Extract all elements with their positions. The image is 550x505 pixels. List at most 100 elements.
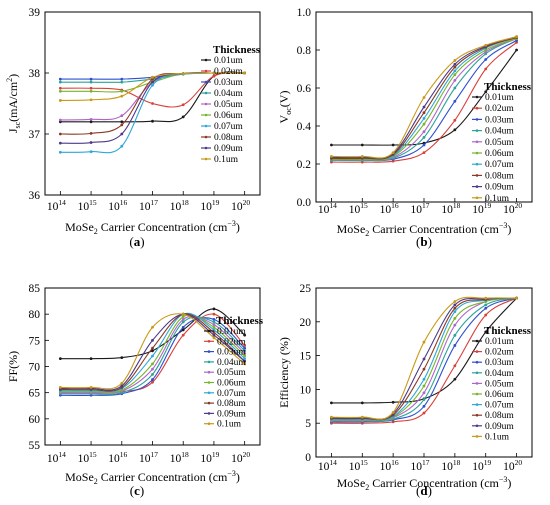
legend-entry: 0.05um <box>214 100 243 110</box>
legend-marker <box>475 129 479 132</box>
legend-marker <box>475 382 479 385</box>
data-point <box>120 80 124 84</box>
data-point <box>181 312 185 316</box>
data-point <box>422 357 426 361</box>
data-point <box>212 74 216 78</box>
legend-entry: 0.07um <box>214 122 243 132</box>
legend-entry: 0.08um <box>214 133 243 143</box>
data-point <box>422 130 426 134</box>
data-point <box>453 364 457 368</box>
x-tick-label: 1018 <box>170 450 189 465</box>
legend-entry: 0.01um <box>485 93 514 103</box>
y-tick-label: 10 <box>300 384 312 396</box>
data-point <box>243 71 247 75</box>
legend-marker <box>207 401 211 405</box>
legend-marker <box>204 135 208 139</box>
data-point <box>212 336 216 340</box>
data-point <box>89 80 93 84</box>
chart-panel-b: 0.0 0.2 0.4 0.6 0.8 1.0 1014 1015 1016 1017 1018 10… <box>277 7 533 249</box>
legend-marker <box>475 360 479 364</box>
data-point <box>484 313 488 317</box>
data-point <box>330 155 333 158</box>
data-point <box>422 111 426 115</box>
y-tick-label: 0.0 <box>297 197 312 209</box>
legend-marker <box>204 102 208 106</box>
x-tick-label: 1019 <box>200 198 219 213</box>
data-point <box>58 86 62 90</box>
data-point <box>453 128 457 132</box>
data-point <box>484 303 488 307</box>
legend-entry: 0.07um <box>485 401 514 411</box>
legend-marker <box>207 350 211 353</box>
x-tick-label: 1017 <box>139 450 158 465</box>
y-tick-label: 65 <box>29 388 41 400</box>
y-tick-label: 0 <box>305 452 311 464</box>
data-point <box>243 359 247 363</box>
y-tick-label: 25 <box>300 283 312 295</box>
y-axis-label: Voc(V) <box>277 91 293 124</box>
data-point <box>453 323 457 327</box>
data-point <box>515 35 518 39</box>
x-tick-label: 1014 <box>318 201 337 216</box>
legend-marker <box>207 340 211 343</box>
legend-marker <box>207 360 211 364</box>
legend-entry: 0.08um <box>485 171 514 181</box>
chart-panel-a: 36 37 38 39 1014 1015 1016 1017 1018 1019 1020 MoSe… <box>5 7 261 249</box>
data-point <box>181 328 185 332</box>
legend-marker <box>204 80 208 84</box>
legend-marker <box>207 381 211 384</box>
data-point <box>151 367 154 371</box>
data-point <box>484 306 488 310</box>
y-tick-label: 37 <box>29 129 41 141</box>
data-point <box>89 386 93 389</box>
data-point <box>422 122 426 126</box>
data-point <box>120 384 124 388</box>
legend-marker <box>204 124 208 128</box>
x-axis-label: MoSe2 Carrier Concentration (cm−3) <box>337 221 512 238</box>
data-point <box>151 362 154 366</box>
data-point <box>453 79 457 82</box>
data-point <box>89 77 93 81</box>
data-point <box>89 150 93 154</box>
legend-entry: 0.05um <box>217 368 246 378</box>
y-tick-label: 80 <box>29 309 41 321</box>
legend-entry: 0.02um <box>485 104 514 114</box>
panel-caption: (b) <box>416 234 432 249</box>
y-tick-label: 55 <box>29 440 41 452</box>
data-point <box>453 306 457 310</box>
data-point <box>422 143 426 147</box>
x-tick-label: 1018 <box>170 198 189 213</box>
data-point <box>151 349 154 353</box>
y-tick-label: 5 <box>305 418 311 430</box>
legend: Thickness0.01um0.02um0.03um0.04um0.05um0… <box>204 315 264 430</box>
y-tick-label: 38 <box>29 68 41 80</box>
y-tick-label: 75 <box>29 335 41 347</box>
panel-caption: (d) <box>416 483 432 498</box>
y-tick-label: 0.6 <box>297 83 312 95</box>
legend-entry: 0.03um <box>485 358 514 368</box>
legend-marker <box>475 106 479 110</box>
legend-marker <box>204 58 208 62</box>
data-point <box>151 354 154 358</box>
data-point <box>453 303 457 307</box>
data-point <box>330 143 333 147</box>
data-point <box>181 325 185 329</box>
legend-marker <box>475 413 479 417</box>
data-point <box>181 320 185 324</box>
y-axis-label: Jsc(mA/cm2) <box>5 74 22 133</box>
data-point <box>453 99 457 103</box>
data-point <box>243 352 247 355</box>
data-point <box>453 377 457 381</box>
data-point <box>212 331 216 334</box>
data-point <box>422 404 426 408</box>
data-point <box>89 357 93 361</box>
x-tick-label: 1014 <box>47 450 66 465</box>
data-point <box>484 90 488 94</box>
data-point <box>243 333 247 337</box>
x-tick-label: 1015 <box>349 458 368 473</box>
legend: Thickness0.01um0.02um0.03um0.04um0.05um0… <box>472 81 532 204</box>
data-point <box>58 386 62 389</box>
data-point <box>181 103 185 107</box>
legend: Thickness0.01um0.02um0.03um0.04um0.05um0… <box>201 44 261 165</box>
data-point <box>58 150 62 154</box>
